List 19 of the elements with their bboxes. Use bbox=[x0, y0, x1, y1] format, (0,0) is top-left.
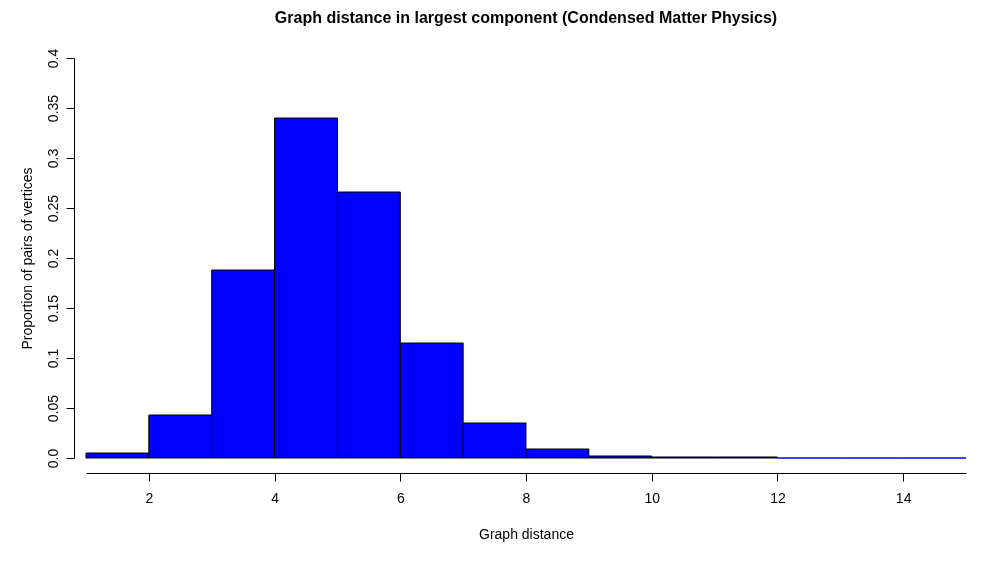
x-tick-label: 6 bbox=[396, 489, 405, 506]
x-tick-label: 2 bbox=[145, 489, 154, 506]
y-tick-label: 0.05 bbox=[44, 394, 61, 423]
y-tick-label: 0.0 bbox=[44, 448, 61, 469]
y-tick-label: 0.1 bbox=[44, 348, 61, 369]
y-tick-label: 0.3 bbox=[44, 148, 61, 169]
x-tick-label: 12 bbox=[770, 489, 786, 506]
x-axis-title: Graph distance bbox=[479, 525, 575, 542]
x-tick-label: 14 bbox=[895, 489, 912, 506]
y-tick-label: 0.2 bbox=[44, 248, 61, 269]
y-tick-label: 0.4 bbox=[44, 48, 61, 69]
y-tick-label: 0.15 bbox=[44, 294, 61, 323]
x-tick-label: 8 bbox=[522, 489, 531, 506]
y-tick-label: 0.25 bbox=[44, 194, 61, 223]
y-axis-title: Proportion of pairs of vertices bbox=[18, 167, 35, 350]
chart-title: Graph distance in largest component (Condensed Matter Physics) bbox=[274, 9, 778, 27]
x-tick-label: 4 bbox=[271, 489, 280, 506]
x-tick-label: 10 bbox=[644, 489, 661, 506]
y-tick-label: 0.35 bbox=[44, 94, 61, 123]
